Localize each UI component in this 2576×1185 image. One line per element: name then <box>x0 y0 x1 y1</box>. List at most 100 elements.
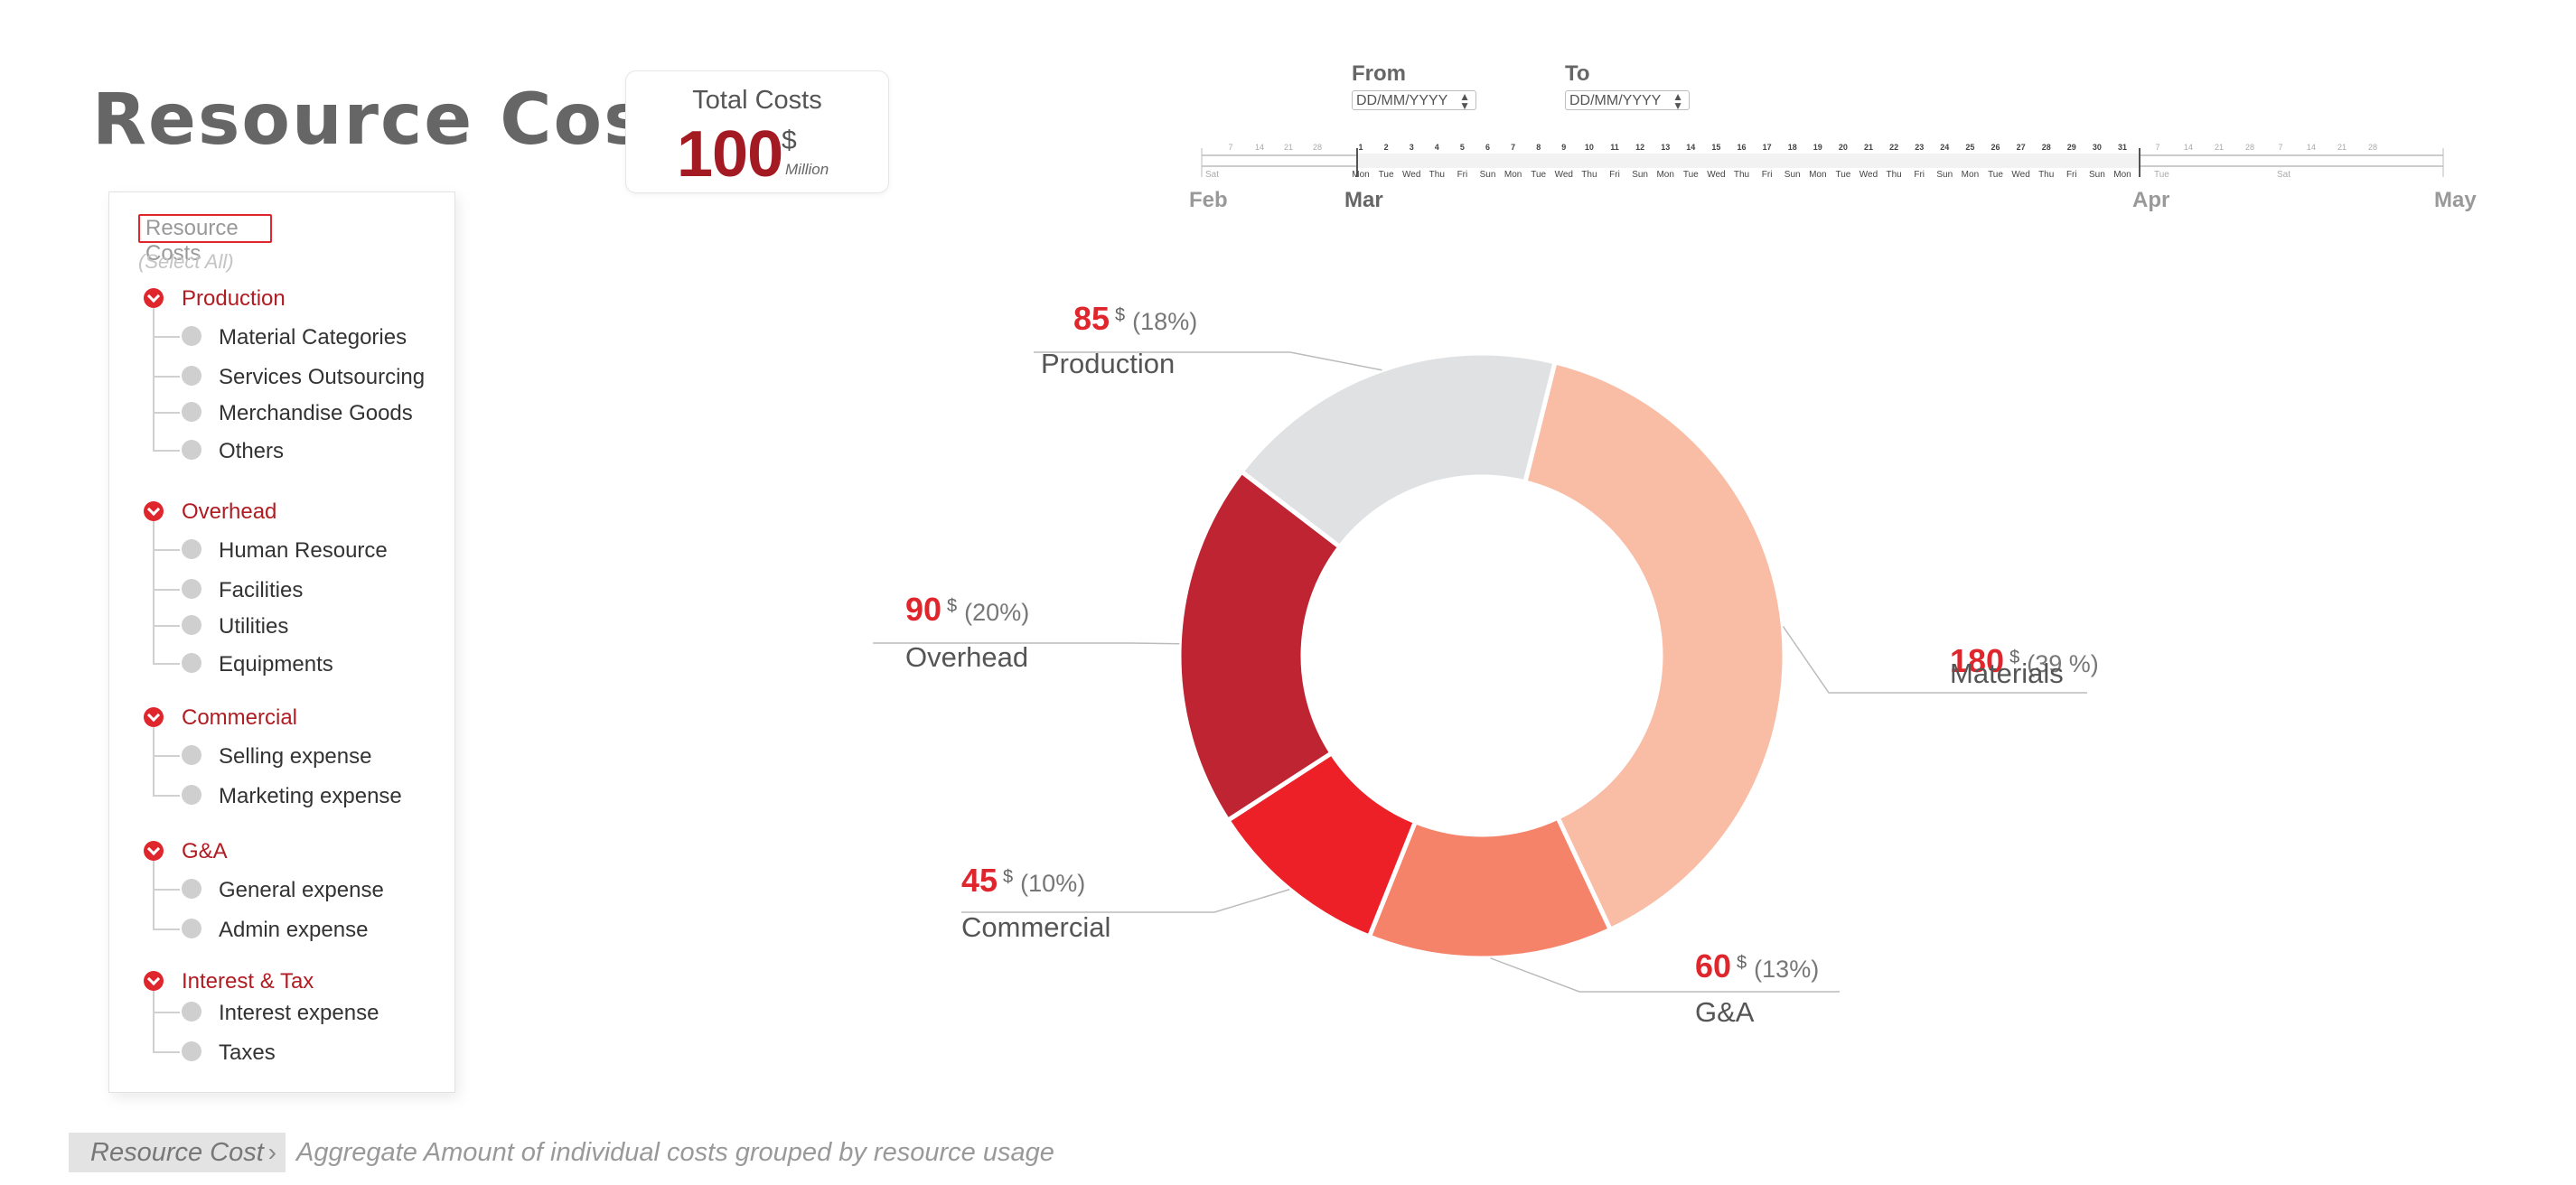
group-overhead[interactable]: Overhead <box>182 499 277 524</box>
timeline-weekday: Wed <box>2011 170 2029 180</box>
timeline-tick: 21 <box>2215 143 2224 152</box>
radio-button[interactable] <box>182 653 201 673</box>
timeline-weekday: Mon <box>1656 170 1673 180</box>
group-commercial[interactable]: Commercial <box>182 705 298 730</box>
timeline-day-number: 5 <box>1460 143 1465 152</box>
filter-item-admin-expense[interactable]: Admin expense <box>219 918 369 942</box>
timeline-day-number: 26 <box>1991 143 2000 152</box>
timeline-weekday: Tue <box>1835 170 1850 180</box>
timeline-weekday: Mon <box>2113 170 2131 180</box>
filter-item-merchandise-goods[interactable]: Merchandise Goods <box>219 401 413 425</box>
timeline-day-number: 15 <box>1711 143 1720 152</box>
tree-connector <box>153 1012 180 1013</box>
filter-item-equipments[interactable]: Equipments <box>219 652 333 676</box>
page-title: Resource Cost <box>92 79 683 161</box>
timeline-weekday: Mon <box>1504 170 1522 180</box>
group-g-a[interactable]: G&A <box>182 839 228 863</box>
donut-slice-production[interactable] <box>1238 350 1559 551</box>
radio-button[interactable] <box>182 1002 201 1022</box>
radio-button[interactable] <box>182 745 201 765</box>
total-costs-label: Total Costs <box>692 86 822 115</box>
chevron-down-icon[interactable] <box>144 841 164 861</box>
timeline-tick: 14 <box>2184 143 2193 152</box>
chevron-down-icon[interactable] <box>144 288 164 308</box>
timeline-day-number: 17 <box>1763 143 1772 152</box>
radio-button[interactable] <box>182 919 201 938</box>
from-label: From <box>1352 61 1406 86</box>
leader-line <box>961 889 1290 913</box>
chevron-down-icon[interactable] <box>144 501 164 521</box>
leader-line <box>1034 351 1382 371</box>
radio-button[interactable] <box>182 366 201 386</box>
timeline-weekday: Fri <box>2066 170 2077 180</box>
filter-item-human-resource[interactable]: Human Resource <box>219 538 388 563</box>
timeline-day-number: 16 <box>1737 143 1746 152</box>
chevron-down-icon[interactable] <box>144 707 164 727</box>
group-interest-tax[interactable]: Interest & Tax <box>182 969 314 994</box>
radio-button[interactable] <box>182 579 201 599</box>
timeline-selection[interactable] <box>1357 154 2140 168</box>
timeline-weekday: Thu <box>2038 170 2054 180</box>
filter-item-marketing-expense[interactable]: Marketing expense <box>219 784 402 808</box>
tree-connector <box>153 1051 180 1053</box>
radio-button[interactable] <box>182 879 201 899</box>
total-costs-currency: $ <box>782 126 797 155</box>
timeline-day-number: 11 <box>1610 143 1619 152</box>
timeline-day-number: 13 <box>1661 143 1670 152</box>
total-costs-value: 100 <box>677 118 783 191</box>
timeline-weekday: Wed <box>1402 170 1420 180</box>
timeline-day-number: 12 <box>1635 143 1644 152</box>
timeline-tick: 7 <box>1228 143 1232 152</box>
tree-connector <box>153 549 180 551</box>
tree-connector <box>153 336 180 338</box>
donut-slice-materials[interactable] <box>1522 359 1787 933</box>
filter-item-others[interactable]: Others <box>219 439 285 463</box>
filter-item-facilities[interactable]: Facilities <box>219 578 304 602</box>
timeline-day-number: 14 <box>1686 143 1695 152</box>
filter-item-general-expense[interactable]: General expense <box>219 878 384 902</box>
radio-button[interactable] <box>182 326 201 346</box>
timeline-day: Tue <box>2154 170 2169 180</box>
select-all-option[interactable]: (Select All) <box>138 250 234 273</box>
donut-slice-g-a[interactable] <box>1366 814 1614 961</box>
data-label-g-a: 60 $ (13%) <box>1695 947 1819 984</box>
category-label-materials: Materials <box>1950 658 2064 689</box>
timeline-weekday: Fri <box>1457 170 1468 180</box>
timeline-tick: 14 <box>1255 143 1264 152</box>
filter-item-selling-expense[interactable]: Selling expense <box>219 744 372 769</box>
chevron-down-icon[interactable] <box>144 971 164 991</box>
filter-header[interactable]: Resource Costs <box>138 214 272 266</box>
radio-button[interactable] <box>182 785 201 805</box>
filter-item-taxes[interactable]: Taxes <box>219 1040 276 1065</box>
timeline-tick: 21 <box>2337 143 2347 152</box>
group-production[interactable]: Production <box>182 286 286 311</box>
filter-item-interest-expense[interactable]: Interest expense <box>219 1001 379 1025</box>
filter-item-services-outsourcing[interactable]: Services Outsourcing <box>219 365 426 389</box>
page-description: Aggregate Amount of individual costs gro… <box>296 1138 1054 1167</box>
donut-slice-overhead[interactable] <box>1176 468 1344 824</box>
timeline-weekday: Tue <box>1988 170 2003 180</box>
radio-button[interactable] <box>182 539 201 559</box>
to-label: To <box>1565 61 1590 86</box>
timeline-day-number: 28 <box>2042 143 2051 152</box>
radio-button[interactable] <box>182 615 201 635</box>
timeline-day: Sat <box>2277 170 2290 180</box>
timeline-day-number: 27 <box>2017 143 2026 152</box>
to-date-input[interactable]: DD/MM/YYYY ▲ ▼ <box>1565 90 1690 112</box>
radio-button[interactable] <box>182 402 201 422</box>
radio-button[interactable] <box>182 440 201 460</box>
timeline-weekday: Sun <box>1480 170 1496 180</box>
radio-button[interactable] <box>182 1041 201 1061</box>
filter-item-utilities[interactable]: Utilities <box>219 614 289 639</box>
breadcrumb[interactable]: Resource Cost › <box>69 1133 286 1172</box>
timeline-weekday: Mon <box>1352 170 1369 180</box>
filter-item-material-categories[interactable]: Material Categories <box>219 325 407 350</box>
spinner-icon[interactable]: ▲ ▼ <box>1459 90 1470 112</box>
spinner-icon[interactable]: ▲ ▼ <box>1672 90 1683 112</box>
from-date-input[interactable]: DD/MM/YYYY ▲ ▼ <box>1352 90 1476 112</box>
timeline-tick: 7 <box>2278 143 2282 152</box>
month-mar: Mar <box>1344 188 1383 212</box>
tree-connector <box>153 928 180 930</box>
